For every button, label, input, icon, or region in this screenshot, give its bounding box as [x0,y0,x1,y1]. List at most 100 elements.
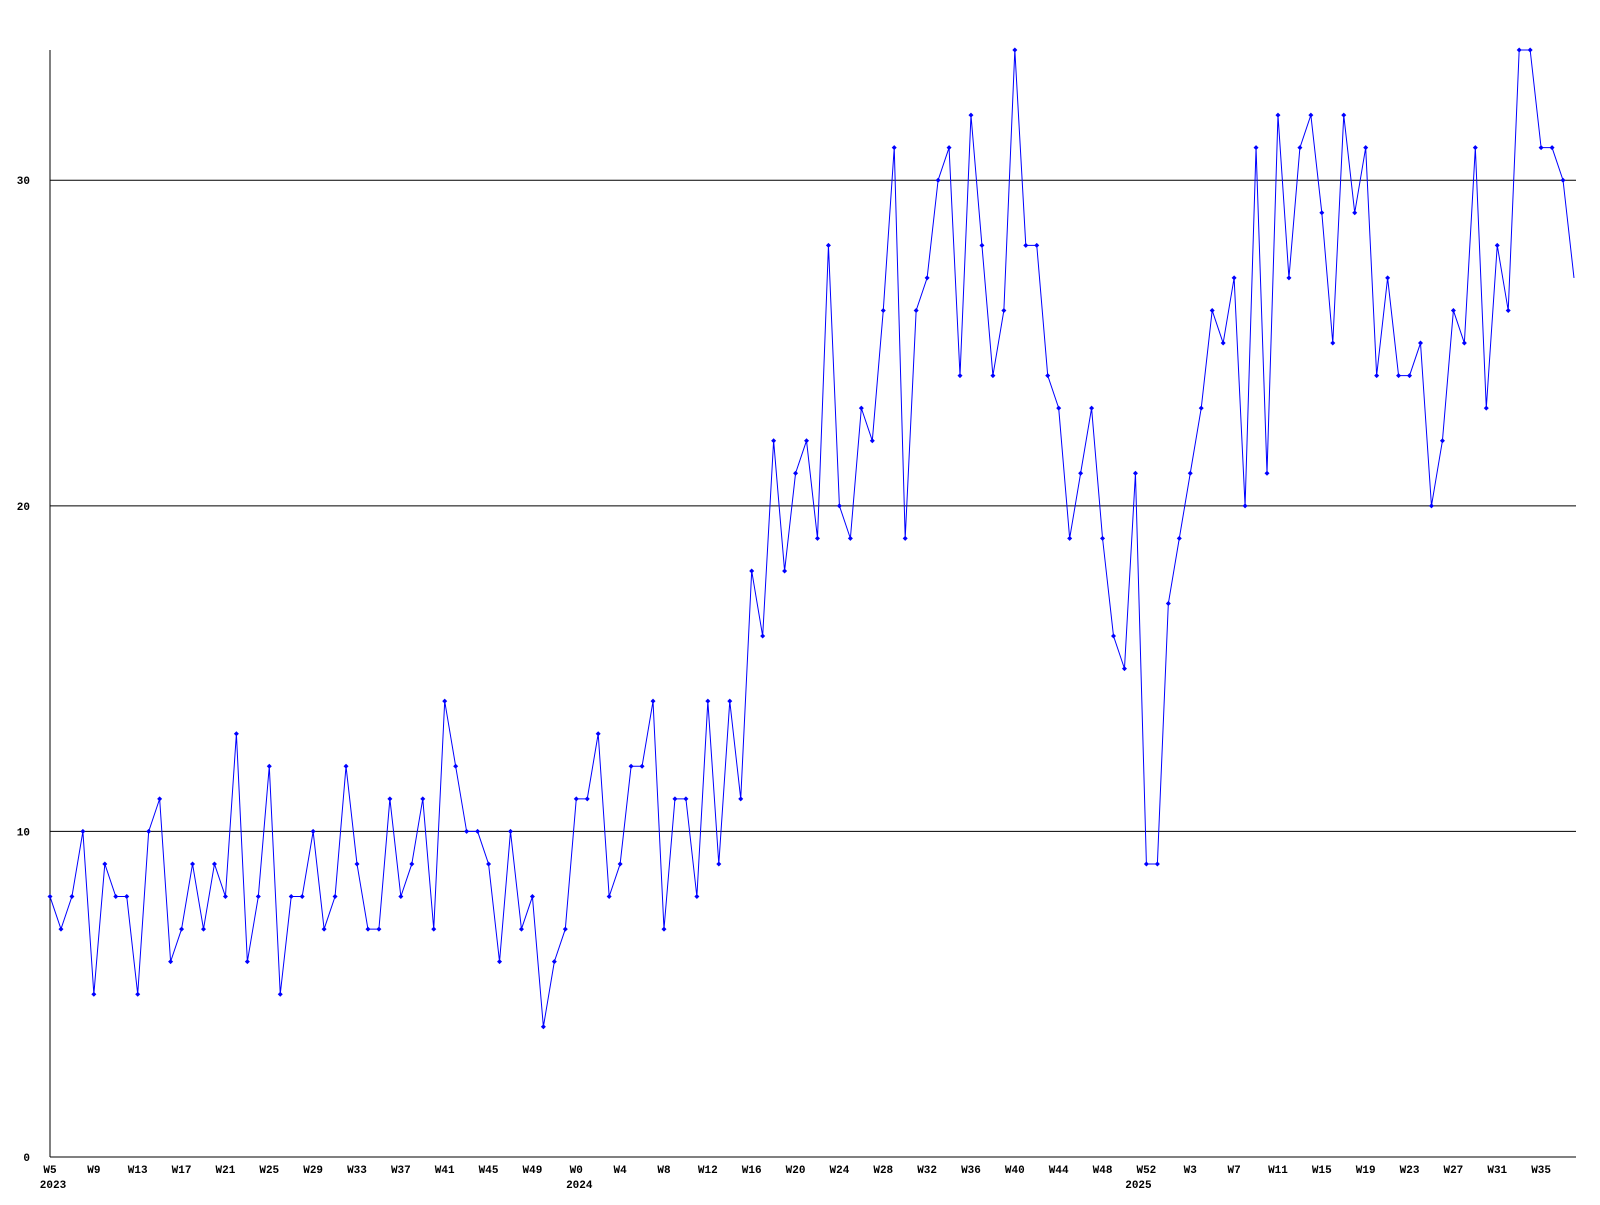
point-marker [486,861,492,867]
x-tick-label: W19 [1356,1165,1376,1177]
x-tick-label: W32 [917,1165,937,1177]
x-tick-label: W5 [43,1165,57,1177]
x-tick-label: W16 [742,1165,762,1177]
x-tick-label: W11 [1268,1165,1288,1177]
point-marker [1472,145,1478,151]
point-marker [135,991,141,997]
point-marker [913,307,919,313]
point-marker [727,698,733,704]
point-marker [1385,275,1391,281]
point-marker [782,568,788,574]
point-marker [431,926,437,932]
point-marker [387,796,393,802]
point-marker [858,405,864,411]
point-marker [1341,112,1347,118]
point-marker [1111,633,1117,639]
point-marker [628,763,634,769]
point-marker [650,698,656,704]
point-marker [168,959,174,965]
point-marker [1242,503,1248,509]
point-marker [1396,373,1402,379]
point-marker [1209,307,1215,313]
point-marker [847,535,853,541]
x-tick-label: W24 [830,1165,850,1177]
point-marker [1187,470,1193,476]
x-year-label: 2025 [1125,1180,1152,1192]
x-tick-label: W17 [172,1165,192,1177]
point-marker [1363,145,1369,151]
point-marker [1527,47,1533,53]
point-marker [1538,145,1544,151]
point-marker [891,145,897,151]
point-marker [1483,405,1489,411]
point-marker [1001,307,1007,313]
point-marker [946,145,952,151]
point-marker [1121,666,1127,672]
point-marker [1220,340,1226,346]
point-marker [102,861,108,867]
x-tick-label: W45 [479,1165,499,1177]
point-marker [200,926,206,932]
x-tick-label: W3 [1184,1165,1198,1177]
point-marker [157,796,163,802]
point-marker [58,926,64,932]
point-marker [1286,275,1292,281]
point-marker [540,1024,546,1030]
point-marker [376,926,382,932]
point-marker [902,535,908,541]
x-tick-label: W48 [1093,1165,1113,1177]
point-marker [1319,210,1325,216]
x-tick-label: W21 [216,1165,236,1177]
point-marker [1089,405,1095,411]
point-marker [617,861,623,867]
x-year-label: 2024 [566,1180,593,1192]
point-marker [497,959,503,965]
x-tick-label: W13 [128,1165,148,1177]
point-marker [1428,503,1434,509]
point-marker [1374,373,1380,379]
point-marker [420,796,426,802]
point-marker [442,698,448,704]
y-tick-label: 30 [17,176,30,188]
point-marker [968,112,974,118]
point-marker [1494,242,1500,248]
point-marker [1056,405,1062,411]
x-tick-label: W15 [1312,1165,1332,1177]
point-marker [771,438,777,444]
point-marker [672,796,678,802]
point-marker [255,894,261,900]
x-tick-label: W40 [1005,1165,1025,1177]
point-marker [1067,535,1073,541]
point-marker [562,926,568,932]
point-marker [869,438,875,444]
point-marker [738,796,744,802]
point-marker [1132,470,1138,476]
point-marker [1154,861,1160,867]
x-year-label: 2023 [40,1180,67,1192]
point-marker [211,861,217,867]
point-marker [529,894,535,900]
x-tick-label: W41 [435,1165,455,1177]
point-marker [1034,242,1040,248]
point-marker [398,894,404,900]
point-marker [760,633,766,639]
point-marker [639,763,645,769]
point-marker [365,926,371,932]
y-tick-label: 20 [17,502,30,514]
point-marker [1143,861,1149,867]
y-tick-label: 10 [17,827,30,839]
point-marker [825,242,831,248]
point-marker [507,828,513,834]
point-marker [990,373,996,379]
point-marker [47,894,53,900]
point-marker [277,991,283,997]
x-tick-label: W36 [961,1165,981,1177]
point-marker [584,796,590,802]
point-marker [661,926,667,932]
point-marker [113,894,119,900]
point-marker [244,959,250,965]
point-marker [1549,145,1555,151]
point-marker [1560,177,1566,183]
point-marker [354,861,360,867]
